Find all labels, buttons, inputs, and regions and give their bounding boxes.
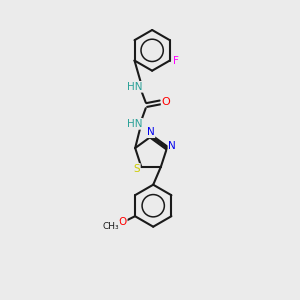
Text: N: N	[168, 141, 176, 151]
Text: S: S	[133, 164, 140, 174]
Text: F: F	[173, 56, 179, 65]
Text: N: N	[147, 127, 154, 137]
Text: HN: HN	[127, 119, 142, 129]
Text: O: O	[162, 98, 170, 107]
Text: CH₃: CH₃	[103, 222, 119, 231]
Text: HN: HN	[127, 82, 143, 92]
Text: O: O	[118, 217, 127, 226]
